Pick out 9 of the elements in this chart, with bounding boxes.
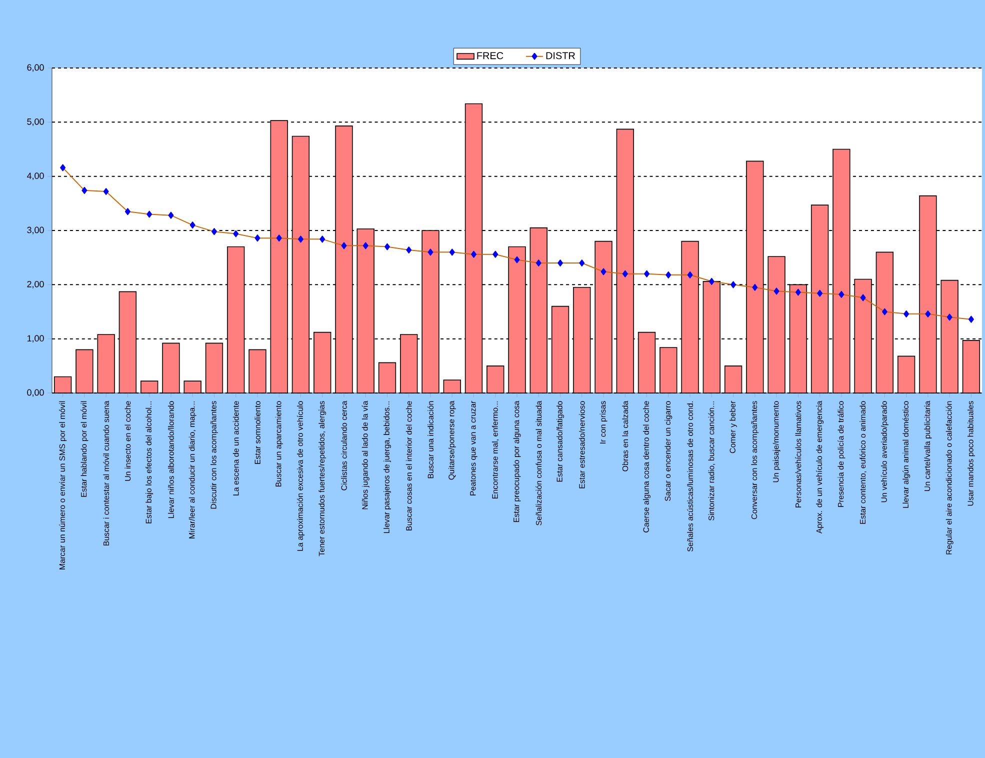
y-tick-label: 3,00 [27, 226, 44, 234]
y-tick-label: 1,00 [27, 335, 44, 343]
y-tick-label: 4,00 [26, 172, 44, 180]
y-tick-label: 2,00 [27, 280, 44, 288]
legend-label: DISTR [546, 52, 575, 60]
y-tick-label: 6,00 [27, 64, 44, 72]
legend-label: FREC [477, 52, 504, 60]
y-tick-label: 5,00 [27, 118, 44, 126]
y-tick-label: 0,00 [27, 389, 44, 397]
